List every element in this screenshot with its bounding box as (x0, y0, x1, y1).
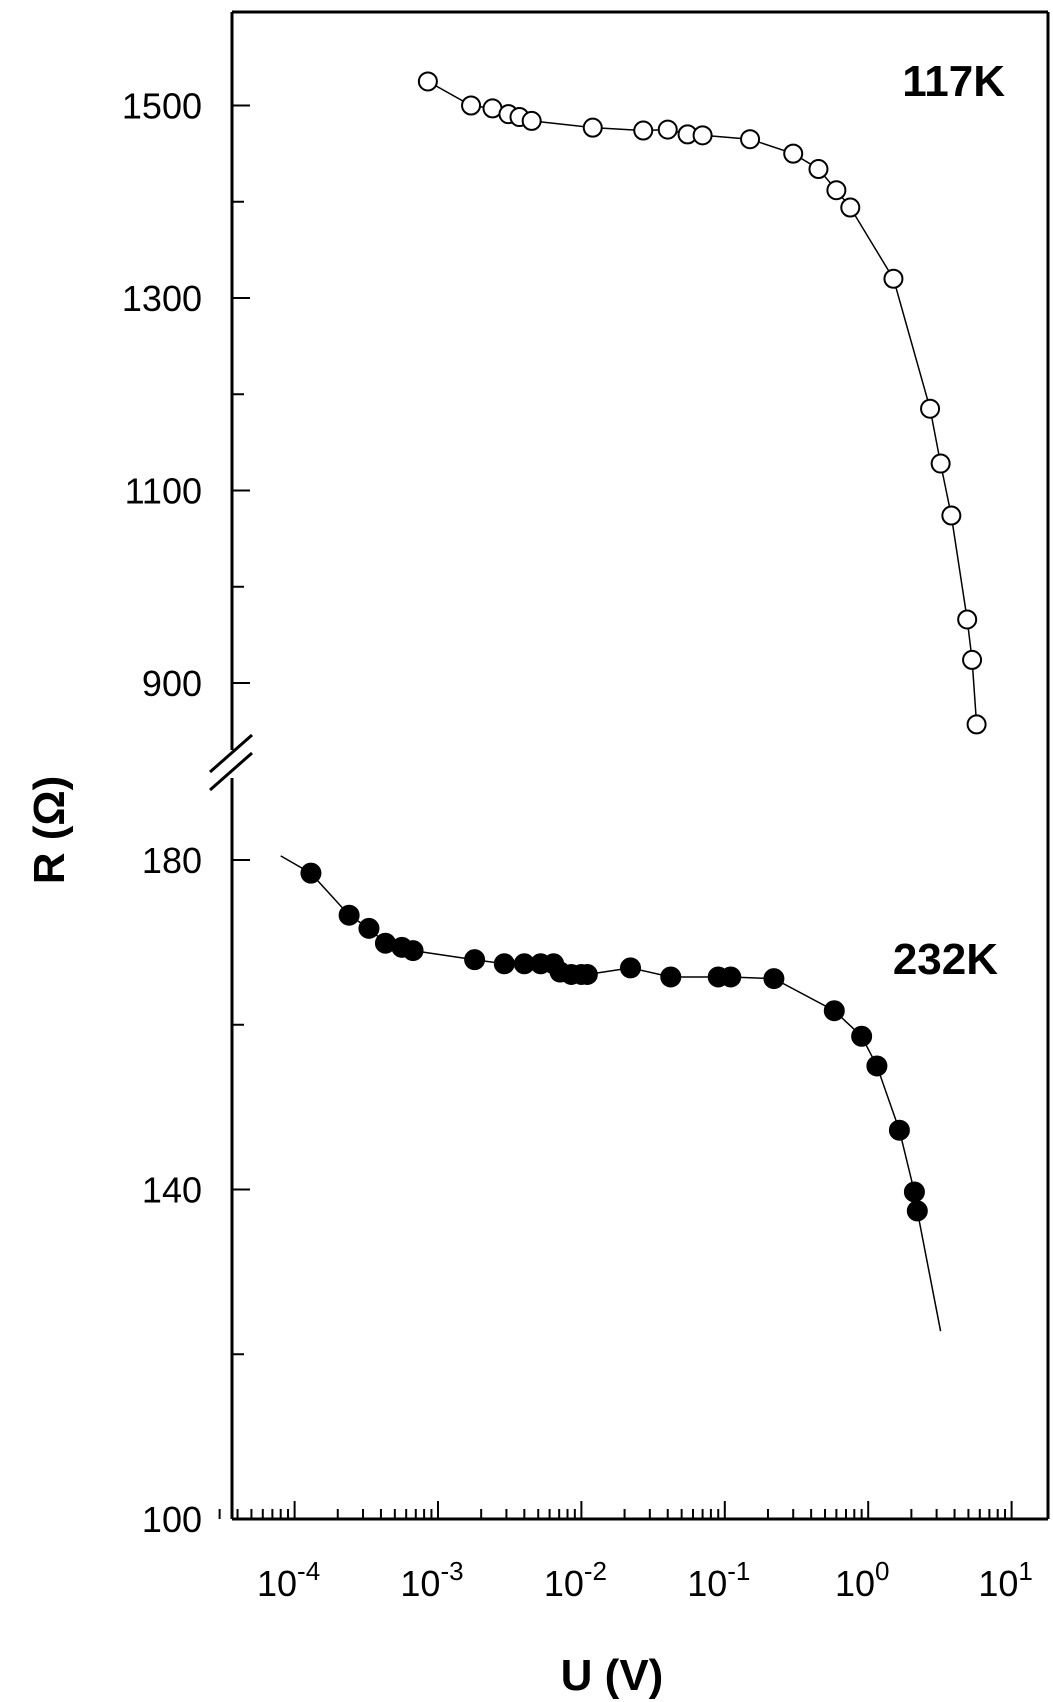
y-tick-label: 1100 (125, 471, 202, 512)
data-point-117k (417, 71, 438, 92)
y-axis: 1500 1300 1100 900 180 140 100 (122, 86, 250, 1540)
x-tick-label: 10-3 (400, 1556, 463, 1604)
data-point-232k (866, 1055, 888, 1077)
labels: U (V) R (Ω) 117K 232K (25, 57, 1005, 1700)
data-point-117k (962, 649, 983, 670)
data-point-117k (957, 609, 978, 630)
data-point-232k (851, 1025, 873, 1047)
data-point-117k (826, 180, 847, 201)
series-label-117k: 117K (902, 57, 1005, 106)
data-point-117k (582, 117, 603, 138)
data-point-232k (493, 953, 515, 975)
y-tick-label: 140 (142, 1170, 202, 1211)
data-point-117k (920, 398, 941, 419)
series-label-232k: 232K (893, 935, 998, 984)
y-tick-label: 1300 (122, 278, 202, 319)
data-point-232k (300, 862, 322, 884)
data-point-117k (840, 197, 861, 218)
data-point-117k (657, 119, 678, 140)
data-point-232k (620, 957, 642, 979)
plot-frame (209, 10, 1050, 1521)
y-tick-label: 900 (142, 663, 202, 704)
y-tick-label: 1500 (122, 86, 202, 127)
x-tick-label: 100 (835, 1556, 890, 1604)
data-point-232k (720, 966, 742, 988)
data-point-117k (941, 505, 962, 526)
y-axis-title: R (Ω) (25, 776, 74, 885)
data-point-232k (338, 904, 360, 926)
fit-curve-117k (427, 80, 978, 725)
data-point-117k (633, 120, 654, 141)
x-axis: 10-4 10-3 10-2 10-1 100 101 (218, 1501, 1033, 1604)
data-point-232k (358, 917, 380, 939)
x-tick-label: 101 (978, 1556, 1033, 1604)
data-point-232k (660, 966, 682, 988)
x-tick-label: 10-4 (257, 1556, 320, 1604)
data-point-232k (906, 1200, 928, 1222)
data-point-117k (783, 143, 804, 164)
axis-break-mark (209, 733, 253, 774)
data-point-117k (966, 714, 987, 735)
data-point-232k (402, 940, 424, 962)
data-point-117k (521, 110, 542, 131)
fit-curves (280, 80, 978, 1332)
data-point-117k (883, 268, 904, 289)
data-point-117k (692, 125, 713, 146)
data-point-117k (808, 159, 829, 180)
data-point-232k (823, 1000, 845, 1022)
x-tick-label: 10-1 (687, 1556, 750, 1604)
data-point-232k (888, 1119, 910, 1141)
x-axis-title: U (V) (561, 1651, 664, 1700)
y-tick-label: 180 (142, 840, 202, 881)
data-point-232k (464, 949, 486, 971)
data-point-117k (740, 129, 761, 150)
axis-break-mark (209, 751, 253, 792)
fit-curve-232k (280, 855, 942, 1332)
data-point-117k (930, 453, 951, 474)
y-tick-label: 100 (142, 1499, 202, 1540)
data-points (300, 71, 987, 1222)
data-point-232k (763, 968, 785, 990)
data-point-232k (903, 1181, 925, 1203)
data-point-232k (576, 964, 598, 986)
data-point-117k (461, 95, 482, 116)
x-tick-label: 10-2 (544, 1556, 607, 1604)
